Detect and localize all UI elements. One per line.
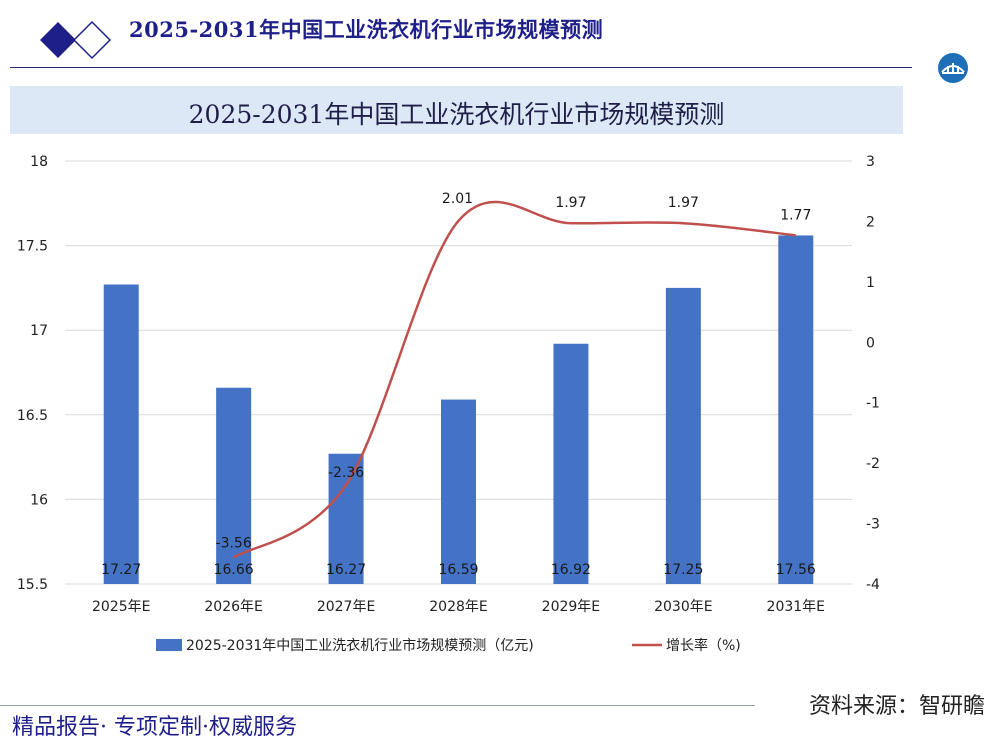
header-divider [10,67,912,68]
bar-value-label: 16.59 [438,562,478,578]
y-right-tick-label: 3 [866,154,875,170]
y-left-tick-label: 16 [30,492,48,508]
x-tick-label: 2029年E [542,599,600,615]
legend-bar-swatch [156,639,182,651]
bar-value-label: 17.56 [776,562,816,578]
bar [441,399,476,584]
chart-title: 2025-2031年中国工业洗衣机行业市场规模预测 [188,100,725,129]
y-right-tick-label: 1 [866,275,875,291]
bar [553,343,589,584]
footer-divider [0,705,755,706]
bar [328,453,364,584]
y-left-tick-label: 17.5 [17,239,48,255]
line-value-label: 1.77 [780,207,811,223]
y-left-tick-label: 16.5 [17,408,48,424]
double-diamond-icon [40,20,112,60]
y-left-tick-label: 17 [30,323,48,339]
x-tick-label: 2026年E [204,599,262,615]
bridge-logo-icon [938,53,968,83]
page-title: 2025-2031年中国工业洗衣机行业市场规模预测 [129,17,604,42]
bar-value-label: 16.27 [326,562,366,578]
x-tick-label: 2028年E [429,599,487,615]
line-value-label: -3.56 [216,535,252,551]
y-left-tick-label: 15.5 [17,577,48,593]
legend-line-label: 增长率（%) [666,637,741,654]
x-tick-label: 2027年E [317,599,375,615]
bar [103,284,139,584]
bar-value-label: 16.92 [551,562,591,578]
legend-bar-label: 2025-2031年中国工业洗衣机行业市场规模预测（亿元) [186,637,534,654]
bar-value-label: 16.66 [214,562,254,578]
y-right-tick-label: -4 [866,577,880,593]
x-tick-label: 2025年E [92,599,150,615]
footer-slogan: 精品报告· 专项定制·权威服务 [12,715,297,740]
bar [216,387,252,584]
y-right-tick-label: 0 [866,335,875,351]
y-right-tick-label: -2 [866,456,880,472]
line-value-label: 1.97 [555,195,586,211]
chart-title-banner: 2025-2031年中国工业洗衣机行业市场规模预测 [10,86,903,134]
x-tick-label: 2030年E [654,599,712,615]
y-left-tick-label: 18 [30,154,48,170]
line-value-label: 1.97 [668,195,699,211]
bar-value-label: 17.25 [663,562,703,578]
y-right-tick-label: -1 [866,396,880,412]
source-note: 资料来源：智研瞻 [808,694,985,719]
y-right-tick-label: -3 [866,517,880,533]
x-tick-label: 2031年E [767,599,825,615]
bar-value-label: 17.27 [101,562,141,578]
y-right-tick-label: 2 [866,214,875,230]
line-value-label: -2.36 [328,465,364,481]
line-value-label: 2.01 [442,191,473,207]
bar [778,235,814,584]
bar [665,287,701,584]
growth-rate-line [232,200,796,559]
